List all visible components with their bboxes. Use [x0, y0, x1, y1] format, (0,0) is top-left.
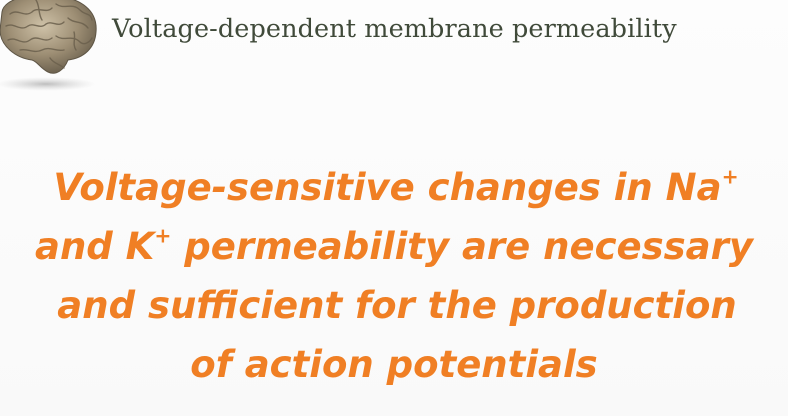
statement-line-3: and sufficient for the production — [57, 284, 737, 327]
statement-line-2-prefix: and K — [35, 225, 155, 268]
statement-line-4: of action potentials — [190, 343, 598, 386]
slide-title: Voltage-dependent membrane permeability — [112, 14, 677, 44]
potassium-superscript: + — [154, 223, 172, 248]
brain-icon — [0, 0, 97, 91]
sodium-superscript: + — [721, 164, 739, 189]
statement-line-2-text: permeability are necessary — [171, 225, 753, 268]
main-statement: Voltage-sensitive changes in Na+ and K+ … — [0, 158, 788, 394]
statement-line-1-text: Voltage-sensitive changes in Na — [53, 166, 722, 209]
statement-line-2: and K+ permeability are necessary — [0, 217, 788, 276]
statement-line-1: Voltage-sensitive changes in Na+ — [4, 158, 788, 217]
